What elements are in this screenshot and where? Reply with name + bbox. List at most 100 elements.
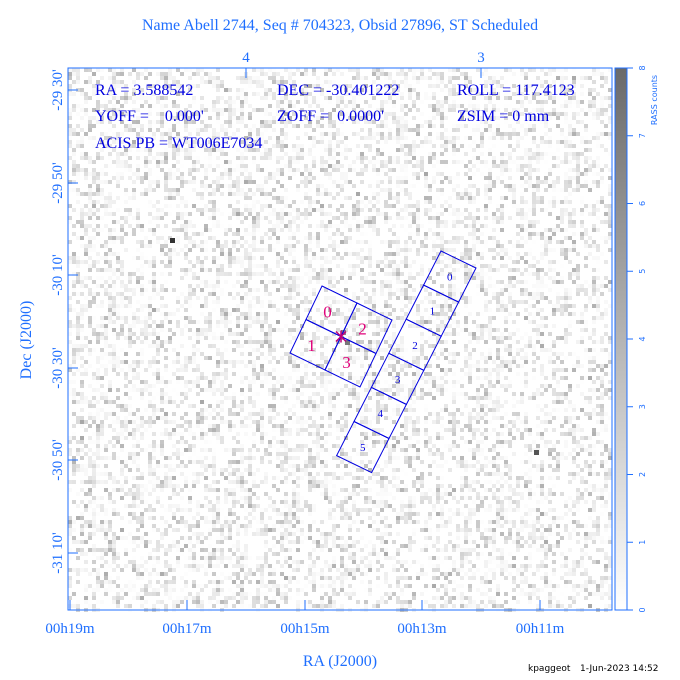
sky-pixel — [472, 128, 476, 132]
sky-pixel — [572, 208, 576, 212]
sky-pixel — [328, 208, 332, 212]
sky-pixel — [576, 320, 580, 324]
sky-pixel — [104, 212, 108, 216]
sky-pixel — [240, 300, 244, 304]
sky-pixel — [156, 292, 160, 296]
sky-pixel — [280, 268, 284, 272]
sky-pixel — [208, 140, 212, 144]
sky-pixel — [524, 84, 528, 88]
sky-pixel — [228, 124, 232, 128]
sky-pixel — [240, 88, 244, 92]
sky-pixel — [252, 316, 256, 320]
sky-pixel — [288, 220, 292, 224]
sky-pixel — [388, 192, 392, 196]
sky-pixel — [488, 308, 492, 312]
sky-pixel — [384, 112, 388, 116]
sky-pixel — [356, 212, 360, 216]
sky-pixel — [556, 180, 560, 184]
sky-pixel — [164, 276, 168, 280]
sky-pixel — [108, 240, 112, 244]
sky-pixel — [68, 344, 72, 348]
sky-pixel — [444, 332, 448, 336]
sky-pixel — [448, 76, 452, 80]
sky-pixel — [400, 72, 404, 76]
sky-pixel — [496, 280, 500, 284]
sky-pixel — [520, 100, 524, 104]
sky-pixel — [120, 300, 124, 304]
sky-pixel — [532, 188, 536, 192]
sky-pixel — [380, 132, 384, 136]
sky-pixel — [104, 256, 108, 260]
sky-pixel — [380, 268, 384, 272]
sky-pixel — [588, 236, 592, 240]
sky-pixel — [200, 68, 204, 72]
sky-pixel — [424, 136, 428, 140]
sky-pixel — [220, 184, 224, 188]
sky-pixel — [264, 336, 268, 340]
sky-pixel — [216, 116, 220, 120]
sky-pixel — [208, 268, 212, 272]
sky-pixel — [556, 224, 560, 228]
sky-pixel — [316, 188, 320, 192]
sky-pixel — [248, 340, 252, 344]
sky-pixel — [512, 300, 516, 304]
sky-pixel — [504, 260, 508, 264]
sky-pixel — [564, 140, 568, 144]
sky-pixel — [304, 88, 308, 92]
sky-pixel — [164, 224, 168, 228]
sky-pixel — [96, 96, 100, 100]
sky-pixel — [88, 276, 92, 280]
sky-pixel — [156, 200, 160, 204]
sky-pixel — [280, 84, 284, 88]
sky-pixel — [260, 68, 264, 72]
sky-pixel — [336, 128, 340, 132]
sky-pixel — [532, 192, 536, 196]
sky-pixel — [364, 292, 368, 296]
sky-pixel — [92, 116, 96, 120]
sky-pixel — [564, 228, 568, 232]
sky-pixel — [176, 356, 180, 360]
sky-pixel — [340, 112, 344, 116]
sky-pixel — [300, 144, 304, 148]
sky-pixel — [112, 280, 116, 284]
sky-pixel — [112, 84, 116, 88]
sky-pixel — [292, 356, 296, 360]
sky-pixel — [528, 156, 532, 160]
sky-pixel — [224, 280, 228, 284]
sky-pixel — [100, 68, 104, 72]
sky-pixel — [560, 188, 564, 192]
sky-pixel — [84, 224, 88, 228]
sky-pixel — [68, 256, 72, 260]
sky-pixel — [580, 84, 584, 88]
sky-pixel — [328, 84, 332, 88]
sky-pixel — [560, 108, 564, 112]
sky-pixel — [264, 248, 268, 252]
sky-pixel — [344, 144, 348, 148]
sky-pixel — [272, 92, 276, 96]
sky-pixel — [256, 300, 260, 304]
sky-pixel — [292, 84, 296, 88]
sky-pixel — [524, 240, 528, 244]
sky-pixel — [356, 144, 360, 148]
sky-pixel — [288, 168, 292, 172]
sky-pixel — [524, 252, 528, 256]
sky-pixel — [204, 148, 208, 152]
sky-pixel — [608, 204, 612, 208]
sky-pixel — [472, 184, 476, 188]
sky-pixel — [416, 144, 420, 148]
sky-pixel — [256, 68, 260, 72]
sky-pixel — [608, 352, 612, 356]
sky-pixel — [400, 176, 404, 180]
sky-pixel — [288, 228, 292, 232]
sky-pixel — [572, 176, 576, 180]
sky-pixel — [324, 192, 328, 196]
sky-pixel — [124, 320, 128, 324]
sky-pixel — [528, 344, 532, 348]
sky-pixel — [200, 144, 204, 148]
sky-pixel — [148, 264, 152, 268]
sky-pixel — [224, 340, 228, 344]
sky-pixel — [468, 296, 472, 300]
sky-pixel — [276, 180, 280, 184]
sky-pixel — [112, 296, 116, 300]
sky-pixel — [384, 348, 388, 352]
